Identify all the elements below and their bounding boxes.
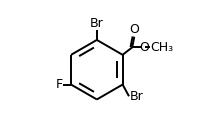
- Text: Br: Br: [130, 90, 144, 103]
- Text: O: O: [139, 41, 149, 54]
- Text: O: O: [129, 23, 139, 36]
- Text: F: F: [55, 78, 63, 91]
- Text: Br: Br: [90, 17, 104, 30]
- Text: CH₃: CH₃: [150, 41, 173, 54]
